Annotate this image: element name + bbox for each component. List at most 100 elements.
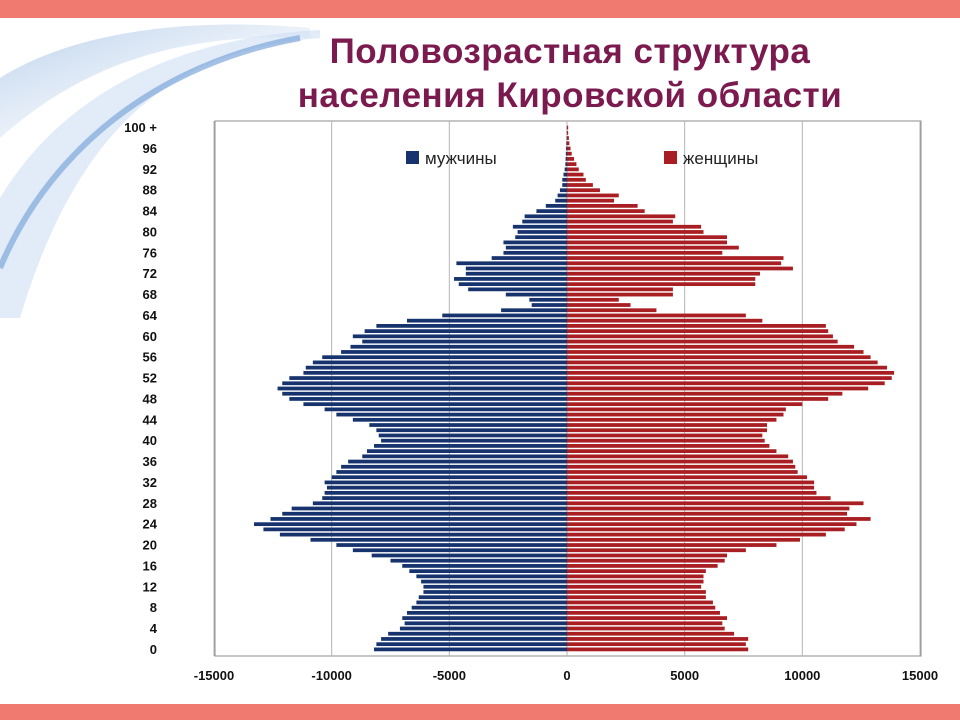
female-bar [567,600,713,605]
male-bar [416,574,567,579]
male-bar [364,329,567,333]
male-bar [562,183,567,187]
male-bar [566,141,567,146]
top-accent-bar [0,0,960,18]
y-tick-label: 64 [143,308,158,323]
female-bar [567,386,869,391]
female-bar [567,381,885,386]
y-tick-label: 8 [150,600,157,615]
male-bar [366,449,567,453]
age-tick-labels: 100 +96928884807672686460565248444036322… [124,120,158,657]
male-bar [277,386,567,391]
male-bar [465,271,567,276]
y-tick-label: 72 [143,266,157,281]
y-tick-label: 32 [143,475,157,490]
male-bar [369,423,567,427]
male-bar [465,266,567,271]
female-bar [567,177,586,182]
female-bar [567,595,706,600]
female-bar [567,626,725,631]
female-bar [567,240,728,245]
female-bar [567,579,704,584]
y-tick-label: 60 [143,329,157,344]
female-bar [567,193,619,198]
y-tick-label: 52 [143,371,157,386]
female-bar [567,344,855,349]
female-bar [567,365,888,370]
male-bar [491,256,567,260]
male-bar [409,569,567,574]
female-bar [567,376,892,380]
male-bar [406,318,567,323]
male-bar [399,626,567,631]
male-bar [326,485,567,490]
female-bar [567,402,803,407]
y-tick-label: 20 [143,538,157,553]
female-bar [567,553,728,558]
male-bar [404,621,567,626]
legend: мужчины женщины [406,149,758,168]
female-bar [567,292,673,297]
female-bar [567,230,704,234]
female-bar [567,355,871,360]
male-bar [376,642,567,647]
female-bar [567,339,838,344]
male-bar [402,564,567,568]
female-bar [567,397,829,401]
male-bar [303,370,567,375]
female-bar [567,224,702,229]
y-tick-label: 68 [143,287,157,302]
female-bar [567,360,878,365]
y-tick-label: 56 [143,350,157,365]
female-bar [567,324,826,328]
female-bar [567,621,723,626]
value-tick-labels: -15000 -10000 -5000 0 5000 10000 15000 [194,668,938,683]
female-bar [567,642,746,647]
legend-label-male: мужчины [425,149,497,168]
y-tick-label: 100 + [124,120,157,135]
male-bar [263,527,567,532]
male-bar [282,511,567,516]
female-bar [567,141,570,146]
female-bar [567,537,800,542]
male-bar [503,240,567,245]
y-tick-label: 16 [143,558,157,573]
female-bar [567,183,593,187]
male-bar [517,230,567,234]
male-bar [456,261,567,266]
male-bars [254,125,568,652]
female-bar [567,245,739,250]
male-bar [279,532,567,537]
female-bar [567,631,735,636]
female-bar [567,637,749,641]
female-bar [567,558,725,563]
x-tick-label: 10000 [784,668,820,683]
female-bar [567,454,789,459]
female-bar [567,261,782,266]
female-bar [567,517,871,521]
male-bar [312,360,567,365]
female-bars [567,125,895,652]
female-bar [567,584,702,589]
y-tick-label: 12 [143,579,157,594]
female-bar [567,543,777,547]
female-bar [567,616,728,620]
x-tick-label: 5000 [670,668,699,683]
male-bar [362,339,567,344]
legend-swatch-female [664,151,677,164]
female-bar [567,256,784,260]
male-bar [282,381,567,386]
y-tick-label: 88 [143,183,157,198]
female-bar [567,459,793,464]
y-tick-label: 44 [143,412,158,427]
male-bar [381,438,567,443]
female-bar [567,198,615,203]
y-tick-label: 24 [143,517,158,532]
male-bar [371,553,567,558]
male-bar [374,444,567,448]
male-bar [565,157,567,161]
female-bar [567,313,746,318]
male-bar [374,647,567,652]
y-tick-label: 96 [143,141,157,156]
female-bar [567,188,600,193]
